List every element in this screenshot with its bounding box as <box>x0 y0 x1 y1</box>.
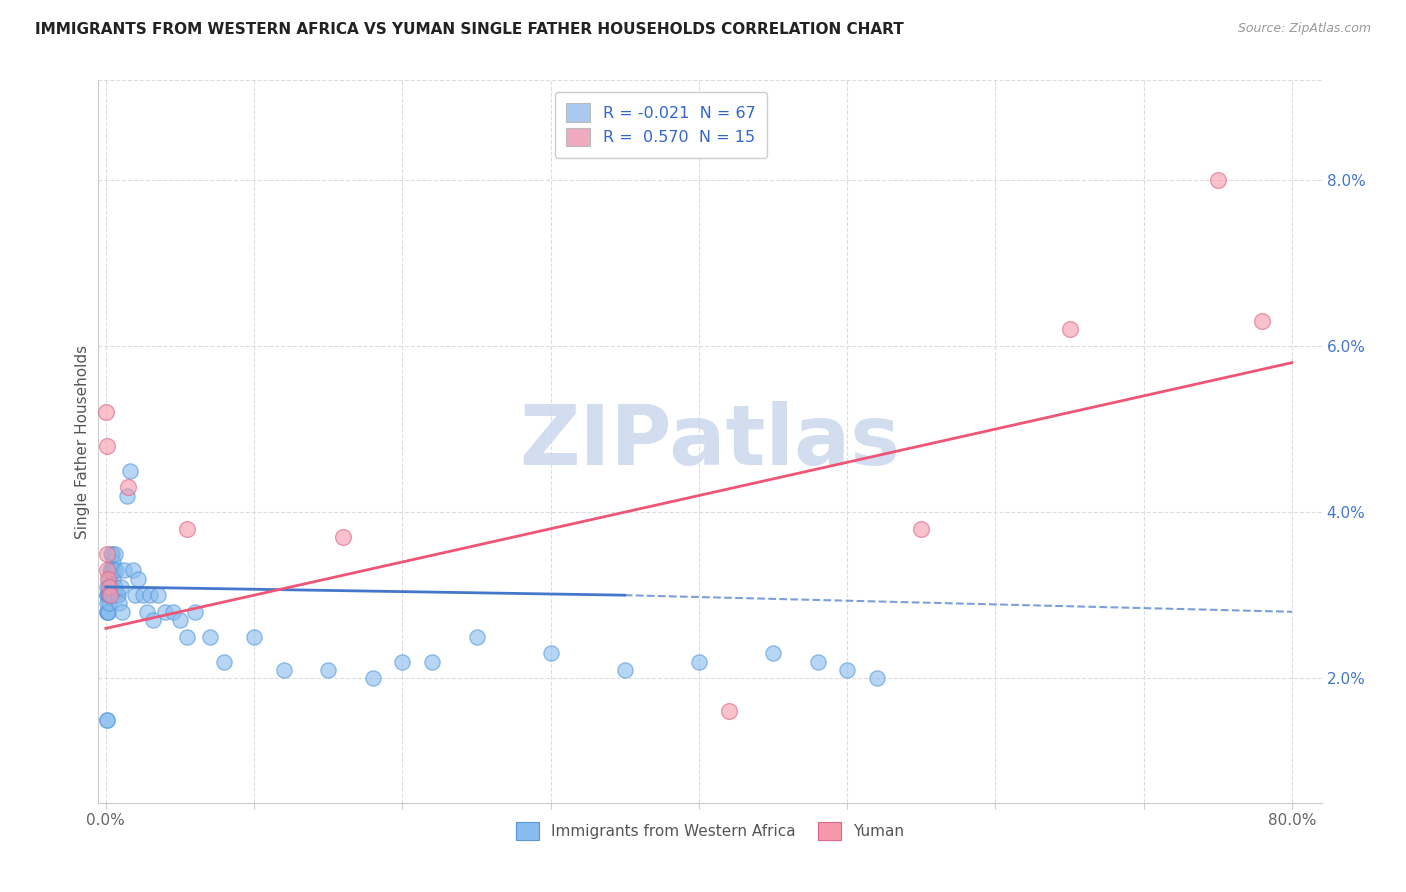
Point <box>101 572 124 586</box>
Point <box>115 489 138 503</box>
Point <box>98 588 121 602</box>
Point <box>316 663 339 677</box>
Point <box>97 588 120 602</box>
Point <box>104 547 127 561</box>
Point <box>100 563 122 577</box>
Point <box>96 588 118 602</box>
Point <box>97 580 120 594</box>
Point <box>153 605 176 619</box>
Point <box>762 646 785 660</box>
Point <box>96 605 118 619</box>
Point <box>96 713 118 727</box>
Point <box>540 646 562 660</box>
Point <box>98 563 121 577</box>
Point <box>105 563 128 577</box>
Text: Source: ZipAtlas.com: Source: ZipAtlas.com <box>1237 22 1371 36</box>
Point <box>103 588 125 602</box>
Point <box>243 630 266 644</box>
Point <box>97 605 120 619</box>
Point <box>613 663 636 677</box>
Point <box>96 547 118 561</box>
Point <box>866 671 889 685</box>
Point <box>1251 314 1274 328</box>
Point <box>176 522 198 536</box>
Point <box>127 572 149 586</box>
Point <box>97 588 120 602</box>
Point <box>391 655 413 669</box>
Point <box>214 655 236 669</box>
Point <box>108 597 131 611</box>
Point <box>111 605 134 619</box>
Point <box>101 547 124 561</box>
Point <box>110 580 132 594</box>
Point <box>146 588 169 602</box>
Point <box>96 563 118 577</box>
Point <box>96 713 118 727</box>
Point <box>97 572 120 586</box>
Point <box>688 655 710 669</box>
Text: IMMIGRANTS FROM WESTERN AFRICA VS YUMAN SINGLE FATHER HOUSEHOLDS CORRELATION CHA: IMMIGRANTS FROM WESTERN AFRICA VS YUMAN … <box>35 22 904 37</box>
Point <box>837 663 859 677</box>
Point <box>124 588 146 602</box>
Point <box>139 588 162 602</box>
Point <box>112 563 135 577</box>
Point <box>273 663 295 677</box>
Point <box>96 439 118 453</box>
Point <box>184 605 207 619</box>
Point <box>121 563 143 577</box>
Point <box>198 630 221 644</box>
Point <box>806 655 828 669</box>
Point <box>96 588 118 602</box>
Point <box>420 655 443 669</box>
Point <box>176 630 198 644</box>
Point <box>1206 173 1229 187</box>
Y-axis label: Single Father Households: Single Father Households <box>75 344 90 539</box>
Point <box>101 555 124 569</box>
Point <box>142 613 165 627</box>
Point <box>98 580 121 594</box>
Point <box>96 405 118 419</box>
Point <box>717 705 740 719</box>
Point <box>105 588 128 602</box>
Point <box>100 580 122 594</box>
Point <box>332 530 354 544</box>
Point <box>132 588 155 602</box>
Point <box>162 605 184 619</box>
Point <box>107 588 129 602</box>
Point <box>97 597 120 611</box>
Point <box>103 563 125 577</box>
Point <box>100 547 122 561</box>
Point <box>96 597 118 611</box>
Point <box>96 605 118 619</box>
Point <box>98 572 121 586</box>
Point <box>169 613 191 627</box>
Point <box>136 605 159 619</box>
Point <box>361 671 384 685</box>
Point <box>96 580 118 594</box>
Point <box>910 522 932 536</box>
Text: ZIPatlas: ZIPatlas <box>520 401 900 482</box>
Point <box>97 605 120 619</box>
Point <box>100 563 122 577</box>
Point <box>1059 322 1081 336</box>
Point <box>104 580 127 594</box>
Point <box>465 630 488 644</box>
Point <box>118 464 141 478</box>
Point <box>97 588 120 602</box>
Point <box>117 480 139 494</box>
Legend: Immigrants from Western Africa, Yuman: Immigrants from Western Africa, Yuman <box>509 816 911 846</box>
Point <box>98 588 121 602</box>
